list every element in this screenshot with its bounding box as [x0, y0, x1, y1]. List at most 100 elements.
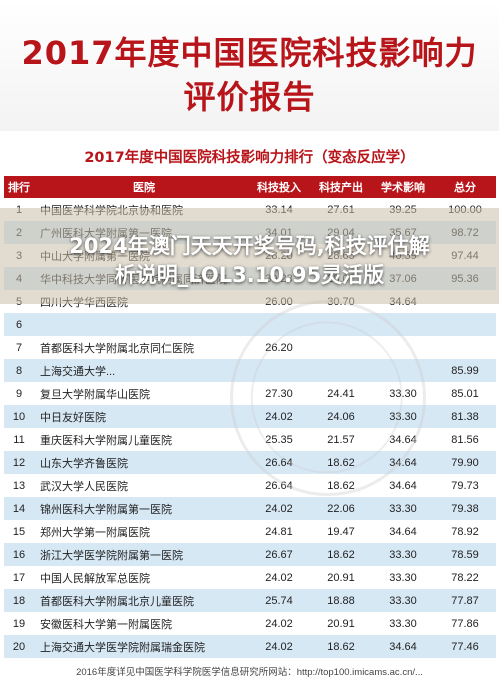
cell-academic-impact: 33.30 — [372, 382, 434, 405]
table-row: 15 郑州大学第一附属医院 24.81 19.47 34.64 78.92 — [4, 520, 496, 543]
cell-hospital: 首都医科大学附属北京儿童医院 — [34, 589, 248, 612]
cell-hospital: 中国人民解放军总医院 — [34, 566, 248, 589]
cell-total-score: 85.99 — [434, 359, 496, 382]
cell-academic-impact: 33.30 — [372, 612, 434, 635]
table-row: 17 中国人民解放军总医院 24.02 20.91 33.30 78.22 — [4, 566, 496, 589]
cell-hospital: 首都医科大学附属北京同仁医院 — [34, 336, 248, 359]
cell-total-score: 79.38 — [434, 497, 496, 520]
cell-hospital: 重庆医科大学附属儿童医院 — [34, 428, 248, 451]
cell-rank: 19 — [4, 612, 34, 635]
cell-total-score: 77.86 — [434, 612, 496, 635]
cell-total-score: 77.87 — [434, 589, 496, 612]
cell-rank: 20 — [4, 635, 34, 658]
cell-total-score: 78.59 — [434, 543, 496, 566]
table-row: 11 重庆医科大学附属儿童医院 25.35 21.57 34.64 81.56 — [4, 428, 496, 451]
cell-hospital: 复旦大学附属华山医院 — [34, 382, 248, 405]
cell-academic-impact: 34.64 — [372, 474, 434, 497]
cell-tech-output: 20.91 — [310, 612, 372, 635]
cell-academic-impact: 33.30 — [372, 497, 434, 520]
cell-tech-output: 18.88 — [310, 589, 372, 612]
cell-academic-impact — [372, 336, 434, 359]
cell-academic-impact: 33.30 — [372, 589, 434, 612]
cell-tech-input: 24.02 — [248, 497, 310, 520]
cell-tech-output: 20.91 — [310, 566, 372, 589]
cell-rank: 7 — [4, 336, 34, 359]
cell-total-score: 78.92 — [434, 520, 496, 543]
cell-rank: 11 — [4, 428, 34, 451]
cell-tech-input: 24.02 — [248, 635, 310, 658]
overlay-title-line1: 2024年澳门天天开奖号码,科技评估解 — [69, 234, 430, 258]
header-rank: 排行 — [4, 176, 34, 198]
report-title-line2: 评价报告 — [183, 78, 316, 116]
cell-tech-output — [310, 336, 372, 359]
table-header-row: 排行 医院 科技投入 科技产出 学术影响 总分 — [4, 176, 496, 198]
cell-academic-impact — [372, 313, 434, 336]
overlay-title-line2: 析说明_LOL3.10.95灵活版 — [114, 263, 385, 287]
cell-rank: 9 — [4, 382, 34, 405]
table-row: 20 上海交通大学医学院附属瑞金医院 24.02 18.62 34.64 77.46 — [4, 635, 496, 658]
cell-total-score — [434, 313, 496, 336]
table-row: 9 复旦大学附属华山医院 27.30 24.41 33.30 85.01 — [4, 382, 496, 405]
cell-academic-impact: 34.64 — [372, 428, 434, 451]
cell-hospital: 锦州医科大学附属第一医院 — [34, 497, 248, 520]
cell-tech-output — [310, 313, 372, 336]
table-row: 14 锦州医科大学附属第一医院 24.02 22.06 33.30 79.38 — [4, 497, 496, 520]
report-header: 2017年度中国医院科技影响力 评价报告 — [0, 0, 499, 131]
header-academic-impact: 学术影响 — [372, 176, 434, 198]
cell-tech-input: 24.81 — [248, 520, 310, 543]
cell-tech-input — [248, 313, 310, 336]
cell-tech-input: 25.74 — [248, 589, 310, 612]
cell-total-score: 85.01 — [434, 382, 496, 405]
cell-hospital: 山东大学齐鲁医院 — [34, 451, 248, 474]
cell-rank: 17 — [4, 566, 34, 589]
cell-rank: 18 — [4, 589, 34, 612]
cell-tech-output: 18.62 — [310, 474, 372, 497]
cell-academic-impact: 34.64 — [372, 635, 434, 658]
overlay-title: 2024年澳门天天开奖号码,科技评估解 析说明_LOL3.10.95灵活版 — [0, 232, 499, 290]
cell-tech-output: 19.47 — [310, 520, 372, 543]
cell-hospital: 中日友好医院 — [34, 405, 248, 428]
cell-academic-impact: 33.30 — [372, 566, 434, 589]
cell-rank: 13 — [4, 474, 34, 497]
cell-tech-output: 22.06 — [310, 497, 372, 520]
cell-academic-impact: 33.30 — [372, 405, 434, 428]
cell-hospital: 郑州大学第一附属医院 — [34, 520, 248, 543]
cell-tech-output: 18.62 — [310, 451, 372, 474]
cell-tech-input: 25.35 — [248, 428, 310, 451]
header-total-score: 总分 — [434, 176, 496, 198]
cell-hospital: 安徽医科大学第一附属医院 — [34, 612, 248, 635]
table-row: 18 首都医科大学附属北京儿童医院 25.74 18.88 33.30 77.87 — [4, 589, 496, 612]
cell-tech-output: 21.57 — [310, 428, 372, 451]
cell-tech-input: 24.02 — [248, 405, 310, 428]
cell-tech-output: 18.62 — [310, 543, 372, 566]
cell-total-score: 79.73 — [434, 474, 496, 497]
cell-rank: 10 — [4, 405, 34, 428]
table-row: 16 浙江大学医学院附属第一医院 26.67 18.62 33.30 78.59 — [4, 543, 496, 566]
cell-rank: 8 — [4, 359, 34, 382]
cell-rank: 14 — [4, 497, 34, 520]
table-row: 19 安徽医科大学第一附属医院 24.02 20.91 33.30 77.86 — [4, 612, 496, 635]
header-tech-input: 科技投入 — [248, 176, 310, 198]
cell-tech-input: 27.30 — [248, 382, 310, 405]
cell-rank: 16 — [4, 543, 34, 566]
cell-tech-output: 18.62 — [310, 635, 372, 658]
cell-hospital: 上海交通大学医学院附属瑞金医院 — [34, 635, 248, 658]
cell-tech-input: 26.64 — [248, 451, 310, 474]
table-row: 10 中日友好医院 24.02 24.06 33.30 81.38 — [4, 405, 496, 428]
cell-total-score: 81.38 — [434, 405, 496, 428]
ranking-subtitle: 2017年度中国医院科技影响力排行（变态反应学） — [84, 150, 415, 166]
report-title-line1: 2017年度中国医院科技影响力 — [21, 34, 478, 72]
cell-tech-output: 24.06 — [310, 405, 372, 428]
cell-hospital — [34, 313, 248, 336]
cell-academic-impact — [372, 359, 434, 382]
cell-rank: 15 — [4, 520, 34, 543]
header-hospital: 医院 — [34, 176, 248, 198]
cell-rank: 6 — [4, 313, 34, 336]
cell-academic-impact: 34.64 — [372, 520, 434, 543]
header-tech-output: 科技产出 — [310, 176, 372, 198]
watermark-inner-ring — [229, 299, 425, 495]
cell-tech-input: 24.02 — [248, 566, 310, 589]
cell-hospital: 上海交通大学... — [34, 359, 248, 382]
table-row: 13 武汉大学人民医院 26.64 18.62 34.64 79.73 — [4, 474, 496, 497]
cell-academic-impact: 33.30 — [372, 543, 434, 566]
